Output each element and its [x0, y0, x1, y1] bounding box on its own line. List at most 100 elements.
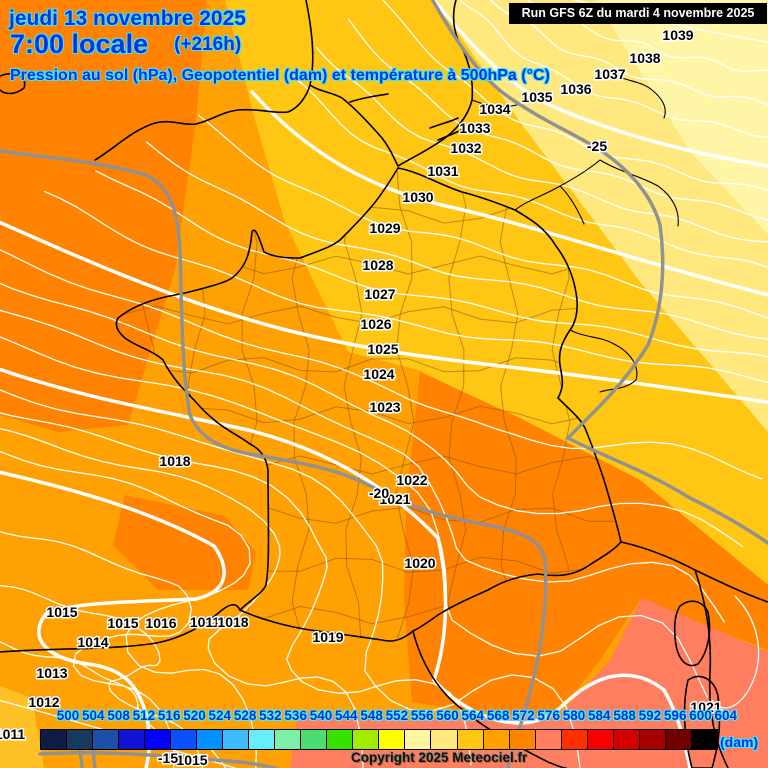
forecast-offset: (+216h) — [174, 34, 242, 55]
color-scale-box — [430, 729, 458, 750]
pressure-label: 1036 — [560, 81, 591, 97]
color-scale-box — [92, 729, 120, 750]
temperature-label: -25 — [587, 138, 607, 154]
pressure-label: 1015 — [46, 604, 77, 620]
color-scale-box — [586, 729, 614, 750]
pressure-label: 1038 — [629, 50, 660, 66]
pressure-label: 1023 — [369, 399, 400, 415]
pressure-label: 1011 — [0, 726, 25, 742]
pressure-label: 1021 — [379, 491, 410, 507]
color-scale-box — [170, 729, 198, 750]
pressure-label: 1018 — [217, 614, 248, 630]
color-scale-tick: 532 — [259, 708, 282, 723]
pressure-label: 1032 — [450, 140, 481, 156]
temperature-label: -15 — [158, 750, 178, 766]
color-scale-tick: 504 — [82, 708, 105, 723]
pressure-label: 1018 — [159, 453, 190, 469]
color-scale-tick: 528 — [233, 708, 257, 723]
color-scale-tick: 520 — [183, 708, 206, 723]
color-scale-tick: 596 — [663, 708, 687, 723]
color-scale-tick: 564 — [461, 708, 485, 723]
color-scale-box — [66, 729, 94, 750]
pressure-label: 1039 — [662, 27, 693, 43]
pressure-label: 1031 — [427, 163, 458, 179]
color-scale-box — [456, 729, 484, 750]
color-scale-tick: 552 — [385, 708, 409, 723]
color-scale-tick: 548 — [360, 708, 383, 723]
pressure-label: 1014 — [77, 634, 108, 650]
forecast-time-text: 7:00 locale — [10, 29, 149, 59]
forecast-date: jeudi 13 novembre 2025 — [9, 7, 246, 30]
color-scale-box — [40, 729, 68, 750]
color-scale-box — [196, 729, 224, 750]
pressure-label: 1011 — [190, 614, 221, 630]
pressure-label: 1016 — [145, 615, 176, 631]
model-run-info: Run GFS 6Z du mardi 4 novembre 2025 — [509, 3, 767, 24]
pressure-label: 1028 — [362, 257, 393, 273]
color-scale-tick: 584 — [588, 708, 611, 723]
color-scale-box — [274, 729, 302, 750]
color-scale-tick: 540 — [309, 708, 333, 723]
color-scale-tick: 576 — [537, 708, 560, 723]
pressure-label: 1021 — [690, 699, 721, 715]
color-scale-tick: 508 — [107, 708, 130, 723]
color-scale-box — [378, 729, 406, 750]
pressure-label: 1034 — [479, 101, 510, 117]
color-scale-tick: 572 — [512, 708, 535, 723]
color-scale-tick: 560 — [436, 708, 459, 723]
color-scale-tick: 600 — [689, 708, 712, 723]
color-scale-box — [300, 729, 328, 750]
color-scale-tick: 536 — [284, 708, 307, 723]
color-scale-tick: 580 — [562, 708, 586, 723]
copyright-text: Copyright 2025 Meteociel.fr — [351, 750, 528, 765]
color-scale-box — [482, 729, 510, 750]
color-scale-tick: 512 — [132, 708, 156, 723]
color-scale-box — [352, 729, 380, 750]
temperature-label: -20 — [369, 485, 389, 501]
color-scale-box — [664, 729, 692, 750]
color-scale-tick: 588 — [613, 708, 636, 723]
pressure-label: 1015 — [176, 752, 207, 768]
color-scale-box — [534, 729, 562, 750]
color-scale-unit: (dam) — [720, 734, 759, 750]
color-scale-box — [690, 729, 718, 750]
color-scale-box — [638, 729, 666, 750]
pressure-label: 1035 — [521, 89, 552, 105]
pressure-label: 1037 — [594, 66, 625, 82]
color-scale-box — [560, 729, 588, 750]
color-scale-box — [326, 729, 354, 750]
pressure-label: 1012 — [28, 694, 59, 710]
color-scale-tick: 516 — [157, 708, 181, 723]
pressure-label: 1020 — [404, 555, 435, 571]
color-scale-tick: 500 — [56, 708, 80, 723]
geopotential-color-scale — [40, 729, 718, 750]
color-scale-tick: 604 — [714, 708, 738, 723]
color-scale-box — [248, 729, 276, 750]
color-scale-tick: 556 — [410, 708, 434, 723]
pressure-label: 1029 — [369, 220, 400, 236]
color-scale-box — [404, 729, 432, 750]
color-scale-box — [222, 729, 250, 750]
color-scale-box — [144, 729, 172, 750]
pressure-label: 1033 — [459, 120, 490, 136]
color-scale-box — [612, 729, 640, 750]
pressure-label: 1027 — [364, 286, 395, 302]
pressure-label: 1019 — [312, 629, 343, 645]
pressure-label: 1030 — [402, 189, 433, 205]
forecast-time: 7:00 locale (+216h) — [10, 29, 241, 60]
color-scale-box — [508, 729, 536, 750]
color-scale-tick: 524 — [208, 708, 232, 723]
pressure-label: 1022 — [396, 472, 427, 488]
color-scale-box — [118, 729, 146, 750]
pressure-label: 1015 — [107, 615, 138, 631]
pressure-label: 1024 — [363, 366, 394, 382]
map-subtitle: Pression au sol (hPa), Geopotentiel (dam… — [10, 67, 550, 84]
pressure-label: 1026 — [360, 316, 391, 332]
